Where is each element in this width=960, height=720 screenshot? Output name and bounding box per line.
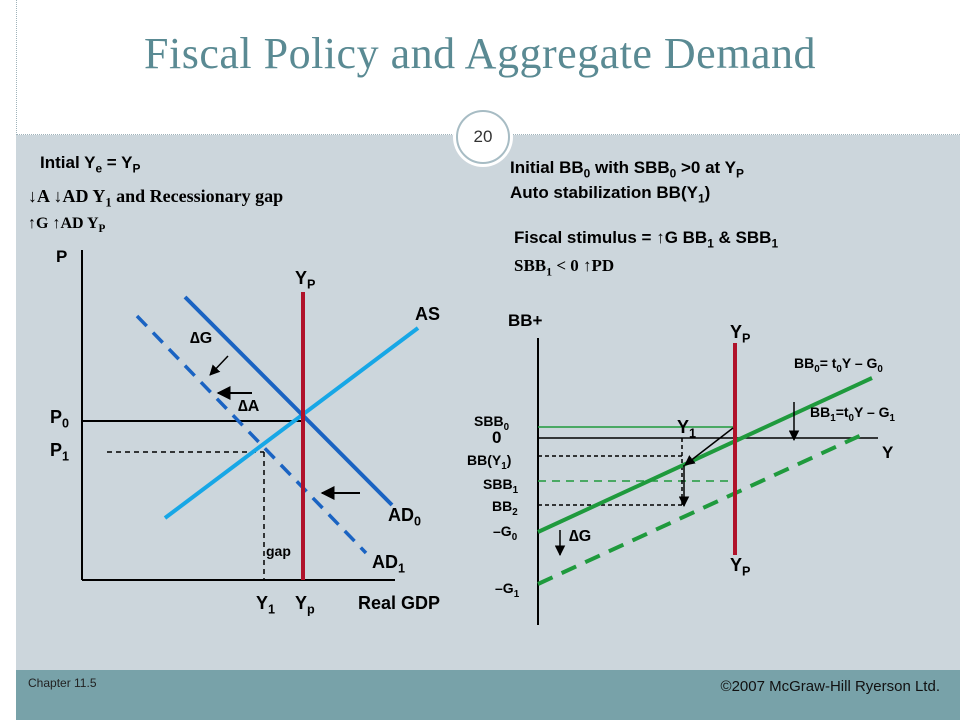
as-curve-label: AS (415, 304, 441, 324)
structural-deficit-note: SBB1 < 0 ↑PD (514, 256, 615, 279)
zero-label: 0 (492, 428, 502, 447)
sbb0-label: SBB0 (474, 413, 510, 433)
p0-label: P0 (50, 407, 70, 431)
y1-label: Y1 (256, 593, 276, 617)
as-curve (163, 326, 420, 520)
footer-bar (16, 670, 960, 720)
bby1-label: BB(Y1) (467, 452, 512, 472)
p1-label: P1 (50, 440, 70, 464)
sbb1-label: SBB1 (483, 476, 519, 496)
bb1-line (537, 430, 869, 586)
page-number: 20 (456, 110, 510, 164)
gap-label: gap (266, 543, 291, 559)
bb-potential-label-top: YP (730, 322, 751, 346)
bb-delta-g-label: ∆G (569, 528, 592, 545)
initial-bb-note: Initial BB0 with SBB0 >0 at YP (510, 158, 744, 181)
neg-g1-label: –G1 (495, 580, 520, 600)
ad-diagram (81, 250, 420, 581)
ad0-label: AD0 (388, 505, 422, 529)
bb-diagram (537, 338, 878, 625)
bb0-line (537, 376, 873, 534)
delta-g-label: ∆G (190, 330, 213, 347)
ad0-curve (183, 295, 394, 507)
bb1-equation-label: BB1=t0Y – G1 (810, 404, 895, 424)
fiscal-stimulus-note: Fiscal stimulus = ↑G BB1 & SBB1 (514, 228, 779, 251)
ad1-label: AD1 (372, 552, 406, 576)
slide-title: Fiscal Policy and Aggregate Demand (144, 29, 816, 78)
potential-output-label-bottom: Yp (295, 593, 315, 617)
income-axis-label: Y (882, 443, 894, 462)
bb-axis-label: BB+ (508, 311, 543, 330)
delta-g-arrow (209, 355, 229, 376)
gdp-axis-label: Real GDP (358, 593, 441, 613)
bb-potential-label-bottom: YP (730, 555, 751, 579)
bb2-label: BB2 (492, 498, 518, 518)
initial-equilibrium-note: Intial Ye = YP (40, 153, 141, 176)
auto-stabilization-note: Auto stabilization BB(Y1) (510, 183, 711, 206)
spending-increase-note: ↑G ↑AD YP (28, 215, 106, 236)
bb-y1-label: Y1 (677, 417, 697, 441)
potential-output-label-top: YP (295, 268, 316, 292)
neg-g0-label: –G0 (493, 523, 518, 543)
copyright-label: ©2007 McGraw-Hill Ryerson Ltd. (720, 678, 940, 695)
chapter-label: Chapter 11.5 (28, 676, 97, 690)
movement-arrow (684, 427, 734, 466)
delta-a-label: ∆A (238, 398, 260, 415)
bb0-equation-label: BB0= t0Y – G0 (794, 355, 883, 375)
demand-fall-note: ↓A ↓AD Y1 and Recessionary gap (28, 186, 284, 210)
title-divider-vertical (16, 0, 17, 135)
ad1-curve (135, 314, 368, 555)
price-axis-label: P (56, 247, 68, 266)
